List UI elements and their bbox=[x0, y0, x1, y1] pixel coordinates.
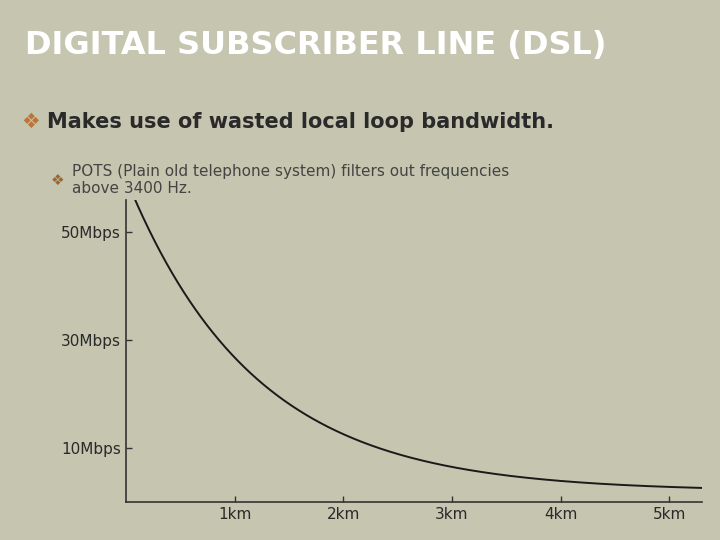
Text: DIGITAL SUBSCRIBER LINE (DSL): DIGITAL SUBSCRIBER LINE (DSL) bbox=[25, 30, 607, 60]
Text: ❖: ❖ bbox=[50, 173, 64, 187]
Text: ❖: ❖ bbox=[22, 112, 40, 132]
Text: Makes use of wasted local loop bandwidth.: Makes use of wasted local loop bandwidth… bbox=[47, 112, 554, 132]
Text: POTS (Plain old telephone system) filters out frequencies
above 3400 Hz.: POTS (Plain old telephone system) filter… bbox=[72, 164, 509, 197]
